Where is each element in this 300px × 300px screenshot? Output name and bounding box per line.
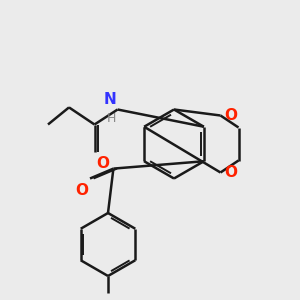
- Text: O: O: [224, 165, 237, 180]
- Text: N: N: [103, 92, 116, 107]
- Text: O: O: [224, 108, 237, 123]
- Text: H: H: [107, 112, 116, 125]
- Text: O: O: [96, 156, 109, 171]
- Text: O: O: [76, 183, 88, 198]
